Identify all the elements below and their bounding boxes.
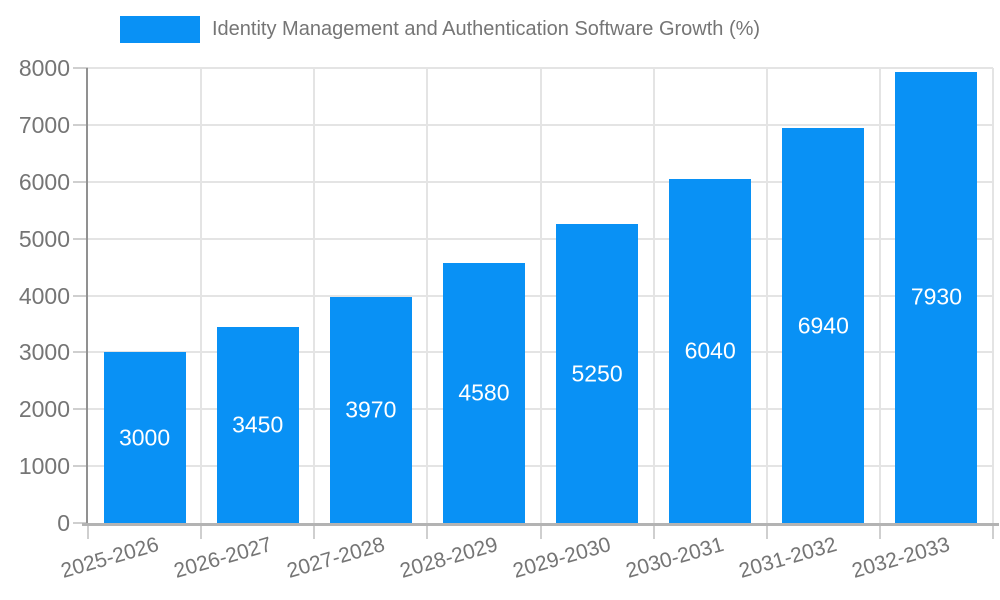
x-axis-tick bbox=[765, 525, 768, 539]
gridline-vertical bbox=[426, 68, 429, 523]
bar-value-label: 6940 bbox=[797, 312, 849, 339]
y-axis-tick bbox=[73, 237, 88, 240]
legend-swatch bbox=[120, 16, 200, 43]
x-axis-tick bbox=[313, 525, 316, 539]
bar-value-label: 4580 bbox=[458, 379, 510, 406]
legend[interactable]: Identity Management and Authentication S… bbox=[120, 16, 760, 43]
gridline-vertical bbox=[878, 68, 881, 523]
y-axis-tick bbox=[73, 351, 88, 354]
bar bbox=[329, 297, 412, 523]
bar bbox=[442, 262, 525, 523]
x-axis-tick bbox=[992, 525, 994, 539]
bar-value-label: 6040 bbox=[684, 337, 736, 364]
bar bbox=[669, 179, 752, 523]
y-axis-tick bbox=[73, 294, 88, 297]
bar bbox=[216, 326, 299, 523]
y-axis-label: 4000 bbox=[18, 282, 70, 309]
x-axis-tick bbox=[878, 525, 881, 539]
x-axis-tick bbox=[87, 525, 89, 539]
bar-value-label: 3000 bbox=[118, 424, 171, 451]
bar-value-label: 7930 bbox=[910, 283, 963, 310]
x-axis-tick bbox=[426, 525, 429, 539]
y-axis-label: 5000 bbox=[18, 225, 70, 252]
gridline-vertical bbox=[652, 68, 655, 523]
y-axis-label: 8000 bbox=[18, 55, 70, 81]
y-axis-label: 1000 bbox=[18, 453, 70, 480]
gridline-vertical bbox=[765, 68, 768, 523]
bar-value-label: 3970 bbox=[345, 396, 397, 423]
x-axis-tick bbox=[539, 525, 542, 539]
y-axis-label: 2000 bbox=[18, 396, 70, 423]
y-axis-tick bbox=[73, 180, 88, 183]
bar-value-label: 5250 bbox=[571, 360, 623, 387]
legend-label: Identity Management and Authentication S… bbox=[212, 18, 761, 40]
gridline-vertical bbox=[992, 68, 994, 523]
y-axis-tick bbox=[73, 408, 88, 411]
x-axis-tick bbox=[652, 525, 655, 539]
bar bbox=[556, 224, 639, 523]
bar bbox=[782, 128, 865, 523]
y-axis-tick bbox=[73, 522, 88, 524]
y-axis-label: 3000 bbox=[18, 339, 70, 366]
y-axis-label: 6000 bbox=[18, 168, 70, 195]
y-axis-tick bbox=[73, 123, 88, 126]
gridline-vertical bbox=[539, 68, 542, 523]
y-axis-label: 7000 bbox=[18, 111, 70, 138]
bar bbox=[103, 352, 186, 523]
y-axis-line bbox=[86, 68, 88, 525]
y-axis-label: 0 bbox=[57, 510, 70, 536]
x-axis-line bbox=[82, 523, 999, 526]
x-axis-tick bbox=[200, 525, 203, 539]
gridline-vertical bbox=[313, 68, 316, 523]
y-axis-tick bbox=[73, 465, 88, 468]
bar bbox=[895, 71, 978, 523]
y-axis-tick bbox=[73, 67, 88, 69]
bar-value-label: 3450 bbox=[232, 411, 284, 438]
gridline-vertical bbox=[200, 68, 203, 523]
